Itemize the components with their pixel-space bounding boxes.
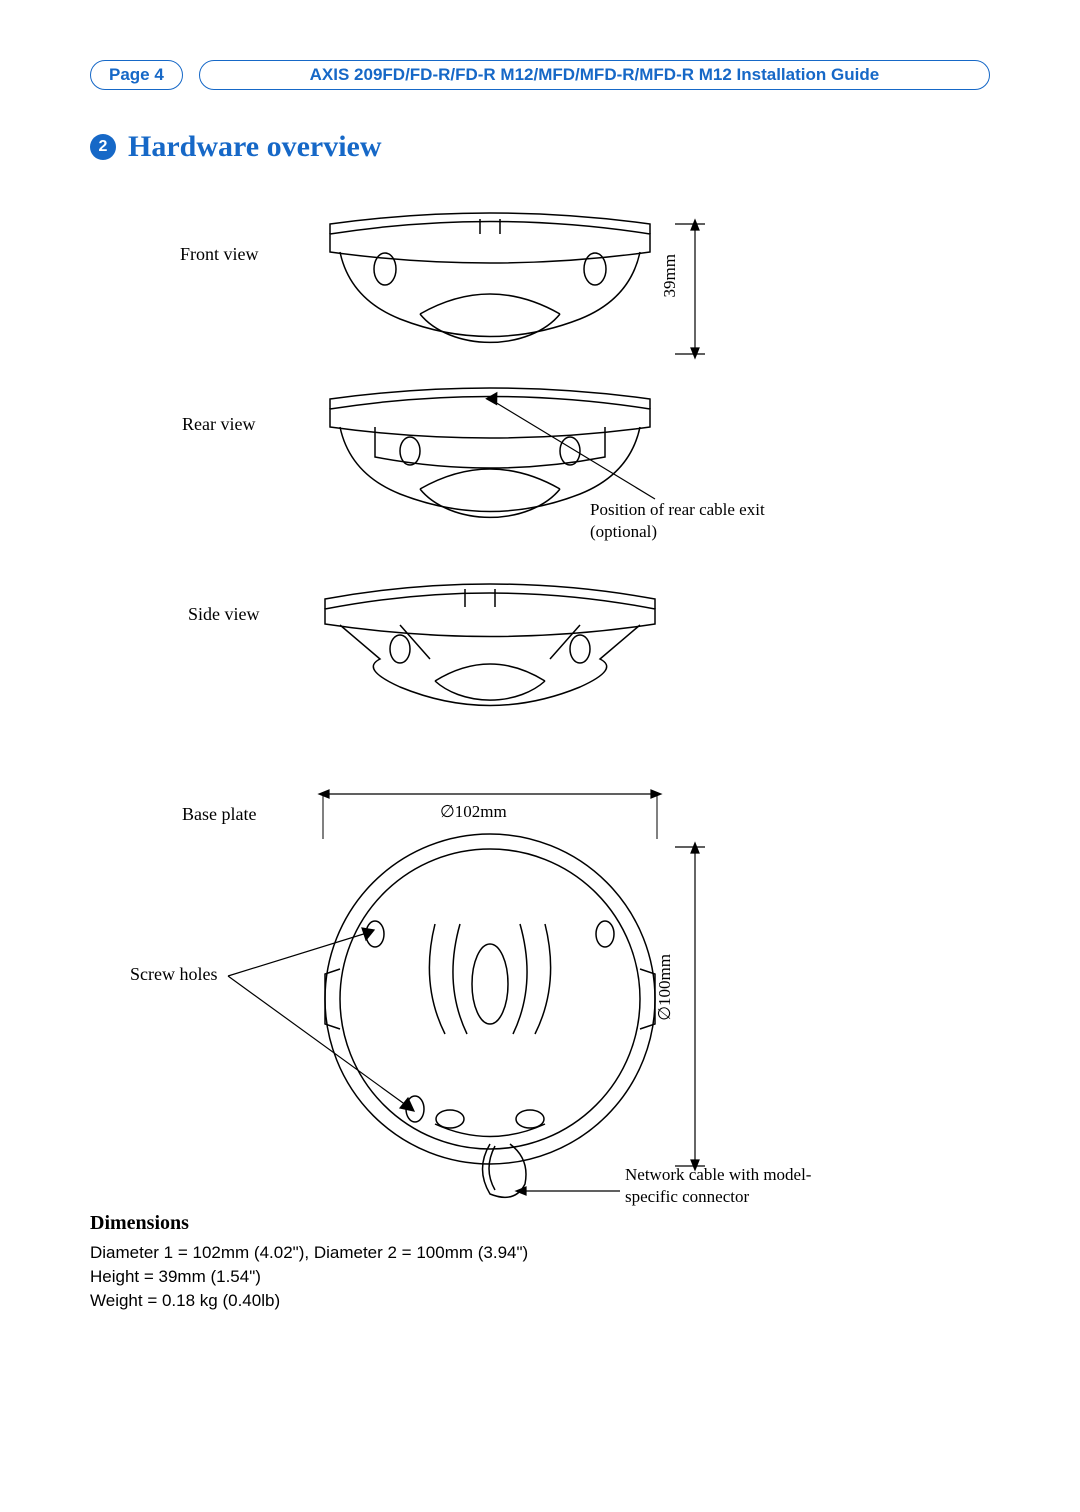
dim-102mm: ∅102mm — [440, 802, 507, 822]
hardware-diagram: Front view 39mm Rear view — [90, 204, 990, 1274]
label-rear-view: Rear view — [182, 414, 255, 435]
network-cable-arrow — [510, 1176, 630, 1206]
page-number-pill: Page 4 — [90, 60, 183, 90]
dimensions-heading: Dimensions — [90, 1212, 528, 1235]
dim-line-3: Weight = 0.18 kg (0.40lb) — [90, 1291, 528, 1311]
diam2-dim — [675, 839, 715, 1174]
dim-39mm: 39mm — [660, 254, 680, 297]
dim-line-1: Diameter 1 = 102mm (4.02"), Diameter 2 =… — [90, 1243, 528, 1263]
section-title: Hardware overview — [128, 130, 382, 164]
callout-network-cable: Network cable with model-specific connec… — [625, 1164, 825, 1208]
section-heading: 2 Hardware overview — [90, 130, 990, 164]
dim-100mm: ∅100mm — [655, 954, 675, 1021]
side-view-drawing — [300, 569, 680, 739]
screw-holes-arrows — [220, 904, 440, 1154]
section-number-badge: 2 — [90, 134, 116, 160]
label-front-view: Front view — [180, 244, 259, 265]
label-side-view: Side view — [188, 604, 260, 625]
dimensions-block: Dimensions Diameter 1 = 102mm (4.02"), D… — [90, 1204, 528, 1315]
label-base-plate: Base plate — [182, 804, 256, 825]
doc-title-pill: AXIS 209FD/FD-R/FD-R M12/MFD/MFD-R/MFD-R… — [199, 60, 990, 90]
dim-line-2: Height = 39mm (1.54") — [90, 1267, 528, 1287]
callout-rear-cable: Position of rear cable exit (optional) — [590, 499, 790, 543]
page-header: Page 4 AXIS 209FD/FD-R/FD-R M12/MFD/MFD-… — [90, 60, 990, 90]
front-height-dim — [675, 214, 715, 364]
front-view-drawing — [300, 204, 680, 364]
label-screw-holes: Screw holes — [130, 964, 217, 985]
